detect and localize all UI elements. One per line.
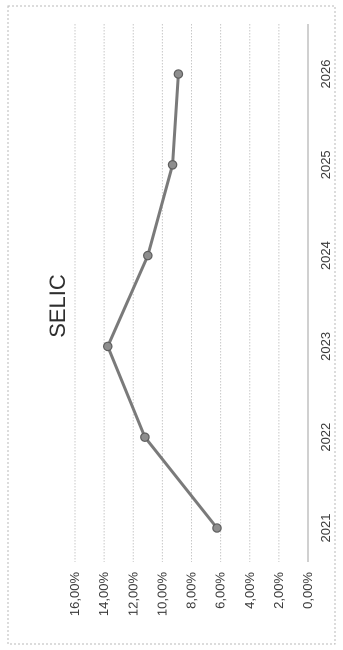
y-tick-label: 12,00% bbox=[125, 572, 140, 617]
data-point bbox=[167, 160, 178, 170]
series-line bbox=[106, 73, 219, 529]
y-tick-label: 10,00% bbox=[154, 572, 169, 617]
y-tick-label: 16,00% bbox=[67, 572, 82, 617]
y-tick-label: 6,00% bbox=[213, 572, 228, 609]
chart-title: SELIC bbox=[45, 274, 70, 338]
y-tick-label: 14,00% bbox=[96, 572, 111, 617]
grid-layer bbox=[74, 24, 309, 562]
x-tick-label: 2026 bbox=[318, 60, 333, 89]
x-tick-label: 2023 bbox=[318, 332, 333, 361]
data-point bbox=[140, 432, 150, 442]
x-tick-label: 2024 bbox=[318, 241, 333, 270]
y-tick-label: 4,00% bbox=[242, 572, 257, 609]
data-point bbox=[102, 341, 113, 352]
y-tick-label: 2,00% bbox=[271, 572, 286, 609]
x-tick-label: 2021 bbox=[318, 514, 333, 543]
data-point bbox=[143, 250, 153, 261]
chart-border bbox=[7, 5, 336, 645]
series-layer bbox=[102, 69, 222, 533]
x-tick-label: 2022 bbox=[318, 423, 333, 452]
y-tick-label: 0,00% bbox=[300, 572, 315, 609]
x-tick-labels: 2021 2022 2023 2024 2025 2026 bbox=[318, 60, 333, 543]
data-point bbox=[212, 523, 222, 533]
x-tick-label: 2025 bbox=[318, 150, 333, 179]
data-point bbox=[173, 69, 184, 79]
y-tick-label: 8,00% bbox=[184, 572, 199, 609]
y-tick-labels: 0,00% 2,00% 4,00% 6,00% 8,00% 10,00% 12,00% 14,… bbox=[67, 572, 315, 617]
